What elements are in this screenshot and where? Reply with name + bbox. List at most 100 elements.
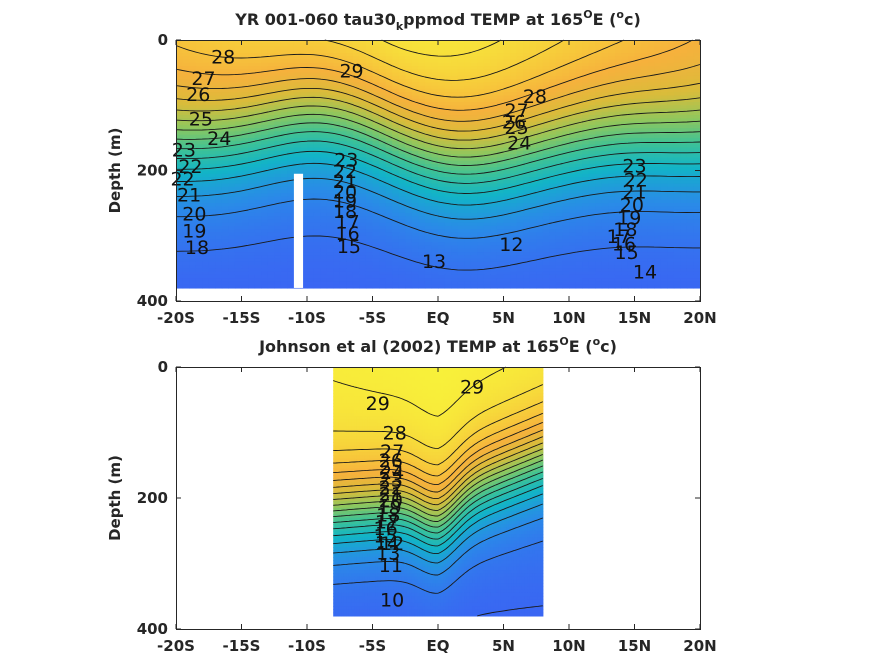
field-cell (667, 82, 675, 87)
field-cell (234, 150, 243, 155)
field-cell (326, 75, 334, 80)
field-cell (280, 183, 288, 188)
field-cell (221, 69, 229, 74)
field-cell (365, 183, 374, 188)
field-cell (483, 134, 491, 139)
field-cell (379, 141, 387, 145)
field-cell (510, 124, 518, 129)
field-cell (431, 66, 439, 70)
field-cell (569, 43, 577, 48)
field-cell (274, 56, 282, 61)
field-cell (654, 121, 662, 126)
field-cell (346, 66, 354, 70)
field-cell (457, 69, 465, 74)
field-cell (398, 144, 406, 149)
field-cell (326, 128, 334, 132)
field-cell (490, 59, 498, 64)
field-cell (529, 128, 537, 132)
field-cell (569, 88, 577, 93)
field-cell (510, 118, 518, 123)
field-cell (307, 170, 315, 175)
field-cell (693, 147, 701, 152)
field-cell (542, 124, 550, 129)
field-cell (372, 154, 380, 159)
field-cell (365, 92, 374, 97)
field-cell (320, 59, 328, 64)
field-cell (667, 43, 675, 48)
field-cell (221, 62, 229, 67)
field-cell (654, 108, 662, 113)
field-cell (575, 66, 583, 70)
field-cell (208, 163, 216, 168)
field-cell (365, 49, 374, 54)
field-cell (313, 183, 321, 188)
field-cell (176, 115, 184, 119)
field-cell (654, 88, 662, 93)
field-cell (228, 59, 236, 64)
field-cell (234, 141, 243, 145)
field-cell (627, 108, 636, 113)
field-cell (241, 75, 249, 80)
field-cell (660, 95, 668, 100)
field-cell (693, 111, 701, 116)
field-cell (195, 69, 203, 74)
field-cell (555, 150, 564, 155)
field-cell (320, 40, 328, 44)
field-cell (595, 59, 603, 64)
field-cell (385, 46, 393, 51)
field-cell (483, 53, 491, 57)
field-cell (398, 170, 406, 175)
field-cell (398, 108, 406, 113)
field-cell (562, 141, 570, 145)
field-cell (215, 46, 223, 51)
field-cell (686, 170, 695, 175)
field-cell (234, 62, 243, 67)
field-cell (595, 134, 603, 139)
field-cell (221, 170, 229, 175)
field-cell (483, 173, 491, 178)
field-cell (438, 128, 446, 132)
field-cell (195, 53, 203, 57)
field-cell (667, 95, 675, 100)
field-cell (392, 82, 400, 87)
field-cell (529, 82, 537, 87)
field-cell (614, 128, 622, 132)
field-cell (569, 128, 577, 132)
field-cell (575, 72, 583, 77)
field-cell (352, 59, 360, 64)
field-cell (189, 134, 197, 139)
field-cell (470, 105, 478, 110)
field-cell (490, 82, 498, 87)
field-cell (516, 46, 524, 51)
field-cell (280, 173, 288, 178)
field-cell (274, 157, 282, 162)
field-cell (411, 160, 419, 165)
field-cell (365, 180, 374, 185)
field-cell (451, 56, 459, 61)
field-cell (241, 46, 249, 51)
field-cell (248, 101, 256, 106)
field-cell (274, 66, 282, 70)
field-cell (673, 131, 681, 136)
field-cell (208, 59, 216, 64)
field-cell (208, 66, 216, 70)
field-cell (195, 95, 203, 100)
field-cell (542, 128, 550, 132)
field-cell (601, 118, 609, 123)
field-cell (647, 95, 655, 100)
field-cell (215, 62, 223, 67)
field-cell (293, 137, 302, 142)
field-cell (438, 56, 446, 61)
field-cell (601, 177, 609, 181)
field-cell (248, 49, 256, 54)
field-cell (379, 53, 387, 57)
field-cell (464, 131, 472, 136)
field-cell (667, 180, 675, 185)
field-cell (529, 118, 537, 123)
field-cell (392, 115, 400, 119)
field-cell (523, 160, 531, 165)
field-cell (477, 167, 485, 172)
field-cell (529, 92, 537, 97)
field-cell (307, 128, 315, 132)
field-cell (352, 72, 360, 77)
